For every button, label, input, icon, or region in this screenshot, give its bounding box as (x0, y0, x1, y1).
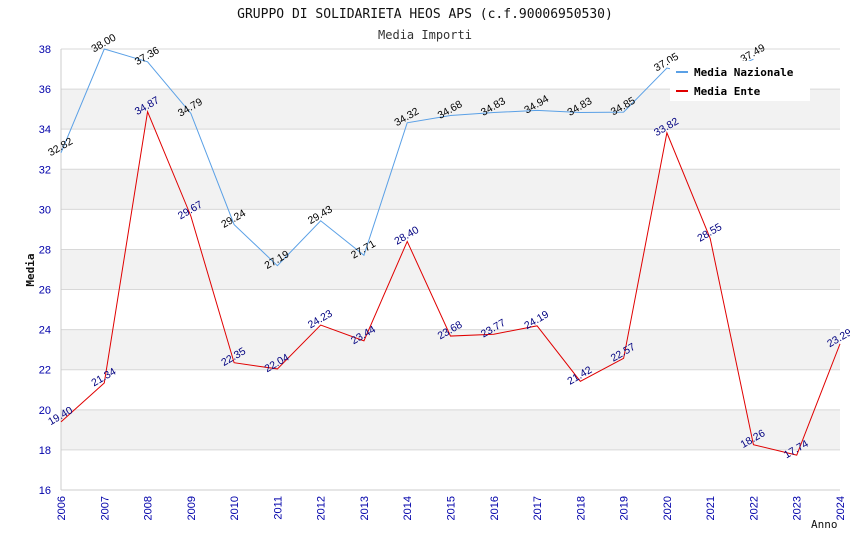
y-tick-label: 36 (39, 84, 51, 96)
x-axis-label: Anno (811, 518, 838, 531)
x-tick-label: 2014 (402, 496, 414, 520)
data-label: 29.24 (219, 207, 248, 231)
y-tick-label: 24 (39, 325, 51, 337)
legend-box (670, 61, 810, 101)
x-tick-label: 2012 (316, 496, 328, 520)
data-label: 28.40 (392, 224, 421, 248)
grid-band (61, 409, 840, 450)
series-line-0 (60, 48, 754, 267)
y-tick-label: 26 (39, 285, 51, 297)
x-tick-label: 2006 (56, 496, 68, 520)
y-tick-label: 18 (39, 445, 51, 457)
x-tick-label: 2024 (835, 496, 847, 520)
y-tick-label: 34 (39, 124, 51, 136)
x-tick-label: 2023 (792, 496, 804, 520)
series-line-1 (60, 109, 841, 456)
data-label: 28.55 (695, 221, 724, 245)
grid-lines (61, 48, 840, 491)
x-tick-label: 2015 (446, 496, 458, 520)
y-axis-label: Media (24, 253, 37, 286)
y-tick-label: 28 (39, 244, 51, 256)
y-tick-label: 22 (39, 365, 51, 377)
x-tick-label: 2018 (575, 496, 587, 520)
x-tick-label: 2008 (143, 496, 155, 520)
y-tick-labels: 16 18 20 22 24 26 28 30 32 34 36 38 (39, 44, 51, 497)
x-tick-label: 2010 (229, 496, 241, 520)
legend: Media Nazionale Media Ente (670, 61, 810, 101)
y-tick-label: 32 (39, 164, 51, 176)
series-lines (60, 48, 841, 456)
y-tick-label: 16 (39, 485, 51, 497)
x-tick-labels: 2006 2007 2008 2009 2010 2011 2012 2013 2014 2015… (56, 496, 847, 520)
legend-entry: Media Ente (694, 85, 761, 98)
x-tick-label: 2017 (532, 496, 544, 520)
axes (60, 49, 840, 491)
x-tick-label: 2021 (705, 496, 717, 520)
grid-band (61, 169, 840, 210)
grid-band (61, 249, 840, 290)
chart-title: GRUPPO DI SOLIDARIETA HEOS APS (c.f.9000… (237, 7, 613, 22)
data-label: 24.23 (306, 308, 335, 332)
x-tick-label: 2007 (99, 496, 111, 520)
grid-bands (61, 89, 840, 450)
x-tick-label: 2013 (359, 496, 371, 520)
x-tick-label: 2016 (489, 496, 501, 520)
x-tick-label: 2011 (272, 496, 284, 520)
y-tick-label: 30 (39, 204, 51, 216)
x-tick-label: 2020 (662, 496, 674, 520)
x-tick-label: 2009 (186, 496, 198, 520)
chart-subtitle: Media Importi (378, 28, 472, 42)
data-label: 24.19 (522, 308, 551, 332)
legend-entry: Media Nazionale (694, 66, 794, 79)
y-tick-label: 38 (39, 44, 51, 56)
data-label: 37.36 (133, 44, 162, 68)
x-tick-label: 2022 (748, 496, 760, 520)
x-tick-label: 2019 (619, 496, 631, 520)
y-tick-label: 20 (39, 405, 51, 417)
